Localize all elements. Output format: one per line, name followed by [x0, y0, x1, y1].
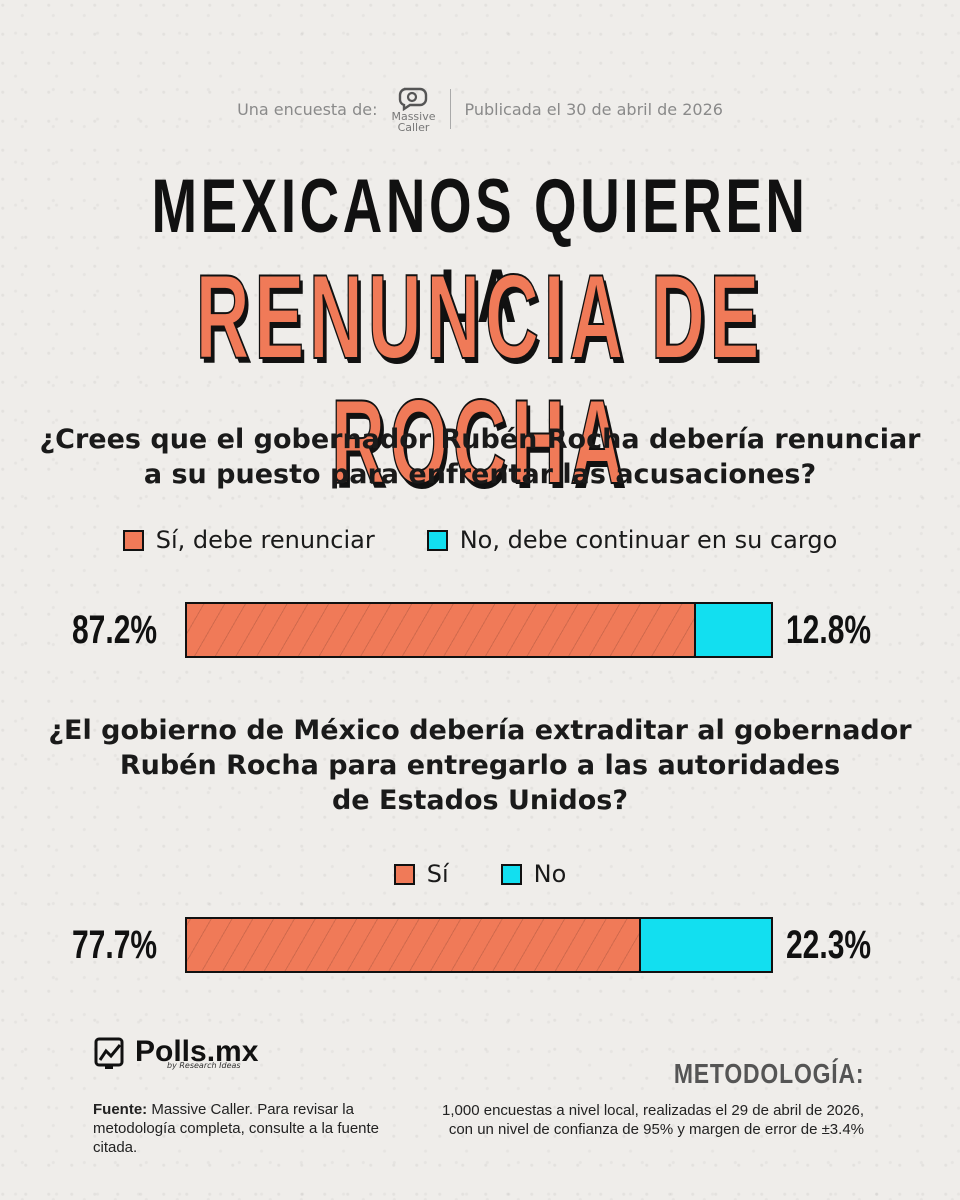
- question-1: ¿Crees que el gobernador Rubén Rocha deb…: [0, 422, 960, 492]
- legend-2-label-no: No: [533, 860, 567, 888]
- legend-2-item-yes: Sí: [393, 860, 449, 888]
- methodology-text-line-2: con un nivel de confianza de 95% y marge…: [448, 1121, 864, 1138]
- legend-1-label-no: No, debe continuar en su cargo: [459, 526, 838, 554]
- bar-2-yes-value-label: 77.7%: [72, 923, 158, 967]
- legend-2: Sí No: [0, 860, 960, 888]
- bar-2-segment-yes: [187, 919, 641, 971]
- methodology-title: METODOLOGÍA:: [673, 1058, 864, 1089]
- polls-chart-icon: [94, 1037, 124, 1069]
- methodology-text: 1,000 encuestas a nivel local, realizada…: [394, 1101, 864, 1139]
- bar-row-2: 77.7% 22.3%: [0, 915, 960, 975]
- published-date: Publicada el 30 de abril de 2026: [464, 99, 723, 119]
- bar-row-1: 87.2% 12.8%: [0, 600, 960, 660]
- source-note: Fuente: Massive Caller. Para revisar la …: [93, 1100, 383, 1157]
- bar-1-segment-yes: [187, 604, 697, 656]
- massive-caller-text-1: Massive: [391, 110, 436, 123]
- legend-1-label-yes: Sí, debe renunciar: [155, 526, 375, 554]
- legend-1-item-yes: Sí, debe renunciar: [122, 526, 375, 554]
- question-2-line-1: ¿El gobierno de México debería extradita…: [48, 715, 912, 746]
- bar-1-track: [185, 602, 773, 658]
- question-2-line-2: Rubén Rocha para entregarlo a las autori…: [119, 750, 841, 781]
- question-1-line-1: ¿Crees que el gobernador Rubén Rocha deb…: [39, 424, 921, 455]
- legend-1: Sí, debe renunciar No, debe continuar en…: [0, 526, 960, 554]
- bar-1-no-value-label: 12.8%: [786, 608, 872, 652]
- legend-1-item-no: No, debe continuar en su cargo: [426, 526, 838, 554]
- legend-1-swatch-yes: [122, 529, 144, 551]
- legend-1-swatch-no: [426, 529, 448, 551]
- legend-2-swatch-yes: [393, 863, 415, 885]
- massive-caller-logo: Massive Caller: [391, 85, 436, 134]
- source-label: Fuente:: [93, 1101, 148, 1118]
- bar-2-track: [185, 917, 773, 973]
- question-1-line-2: a su puesto para enfrentar las acusacion…: [143, 459, 817, 490]
- methodology-text-line-1: 1,000 encuestas a nivel local, realizada…: [442, 1102, 864, 1119]
- survey-by-label: Una encuesta de:: [237, 99, 378, 119]
- question-2: ¿El gobierno de México debería extradita…: [0, 713, 960, 818]
- bar-1-yes-value-label: 87.2%: [72, 608, 158, 652]
- header-divider: [449, 89, 451, 129]
- polls-brand-name: Polls.mx: [135, 1034, 259, 1068]
- source-text: Massive Caller. Para revisar la metodolo…: [93, 1101, 380, 1156]
- title-line-2: RENUNCIA DE ROCHA: [195, 250, 765, 509]
- bar-2-segment-no: [640, 919, 771, 971]
- header: Una encuesta de: Massive Caller Publicad…: [0, 82, 960, 136]
- title-line-1: MEXICANOS QUIEREN LA: [151, 164, 809, 339]
- massive-caller-icon: [399, 87, 428, 111]
- question-2-line-3: de Estados Unidos?: [331, 785, 629, 816]
- legend-2-swatch-no: [500, 863, 522, 885]
- polls-mx-logo: Polls.mx by Research Ideas: [93, 1036, 258, 1070]
- legend-2-label-yes: Sí: [426, 860, 449, 888]
- massive-caller-text-2: Caller: [397, 121, 430, 134]
- bar-2-no-value-label: 22.3%: [786, 923, 872, 967]
- polls-brand-tag: by Research Ideas: [167, 1060, 241, 1070]
- bar-1-segment-no: [696, 604, 771, 656]
- legend-2-item-no: No: [500, 860, 567, 888]
